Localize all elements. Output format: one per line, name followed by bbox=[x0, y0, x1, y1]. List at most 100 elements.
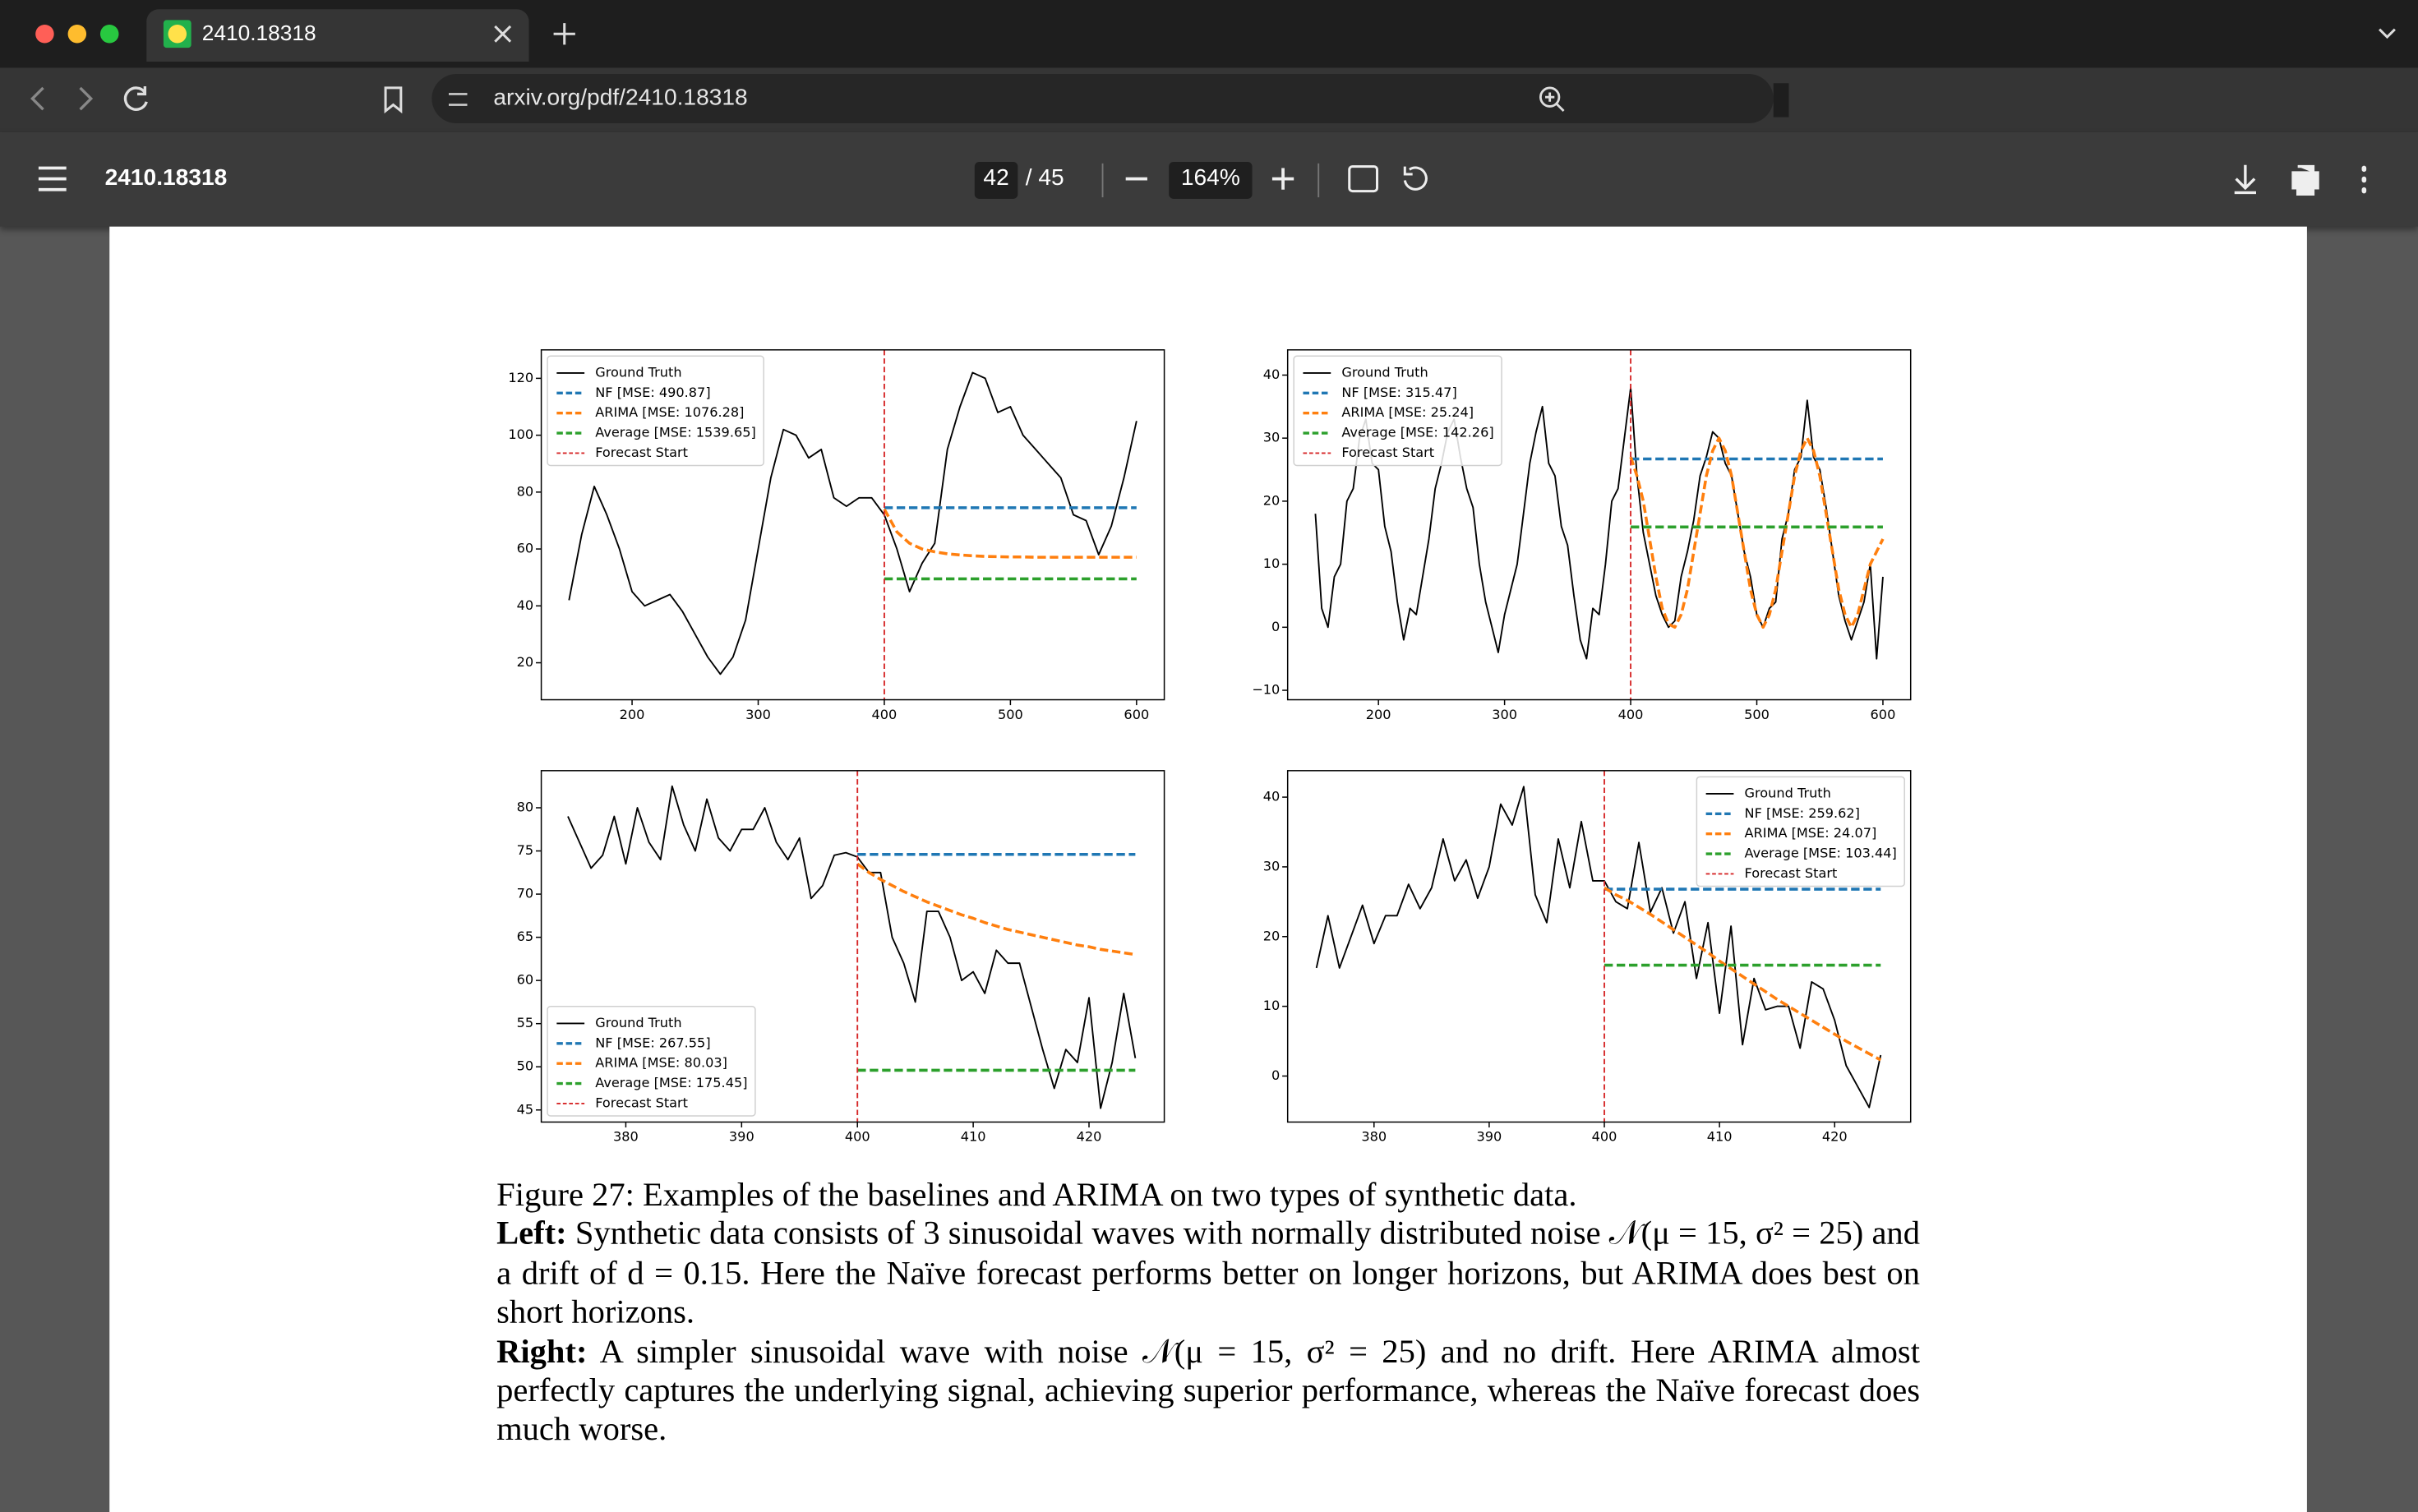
back-button[interactable] bbox=[30, 86, 44, 111]
caption-left: Left: Synthetic data consists of 3 sinus… bbox=[496, 1215, 1920, 1333]
minimize-window[interactable] bbox=[67, 25, 87, 44]
y-tick-label: 60 bbox=[517, 541, 534, 556]
x-tick-label: 500 bbox=[1744, 707, 1770, 722]
legend-box bbox=[547, 1006, 756, 1117]
x-tick-label: 380 bbox=[613, 1129, 639, 1145]
legend-label: Average [MSE: 1539.65] bbox=[595, 425, 756, 440]
legend: Ground Truth NF [MSE: 267.55] ARIMA [MSE: … bbox=[547, 1006, 756, 1117]
legend-label: Ground Truth bbox=[595, 364, 681, 380]
x-tick-label: 300 bbox=[745, 707, 771, 722]
address-icons bbox=[30, 74, 1789, 124]
legend-label: ARIMA [MSE: 80.03] bbox=[595, 1055, 727, 1071]
legend-label: ARIMA [MSE: 25.24] bbox=[1341, 404, 1474, 420]
chart: 380 390 400 410 420 0 10 20 30 40 Ground Truth NF [… bbox=[1263, 770, 1912, 1145]
caption-left-label: Left: bbox=[496, 1215, 567, 1252]
address-bar: arxiv.org/pdf/2410.18318 bbox=[0, 67, 2418, 133]
y-tick-label: 20 bbox=[1263, 492, 1281, 508]
y-tick-label: 20 bbox=[517, 654, 534, 670]
page-number[interactable]: 42 bbox=[983, 164, 1009, 191]
series-line bbox=[567, 785, 1137, 1109]
tab-bar-icons bbox=[35, 9, 2396, 62]
series-line bbox=[1629, 436, 1885, 629]
x-tick-label: 400 bbox=[1618, 707, 1644, 722]
y-tick-label: 0 bbox=[1271, 1067, 1280, 1083]
caption: Figure 27: Examples of the baselines and… bbox=[496, 1176, 1920, 1450]
url-text[interactable]: arxiv.org/pdf/2410.18318 bbox=[493, 85, 748, 112]
zoom-window[interactable] bbox=[99, 25, 119, 44]
pdf-page bbox=[109, 226, 2307, 1512]
fit-page[interactable] bbox=[1348, 165, 1379, 193]
x-tick-label: 410 bbox=[1707, 1129, 1733, 1145]
reload-button[interactable] bbox=[123, 86, 148, 111]
y-tick-label: 75 bbox=[517, 842, 534, 858]
y-tick-label: 30 bbox=[1263, 858, 1281, 874]
pdf-toolbar: 2410.18318 42 / 45 164% bbox=[0, 132, 2418, 227]
url-field[interactable] bbox=[431, 74, 1774, 124]
legend-label: Ground Truth bbox=[595, 1015, 681, 1030]
x-tick-label: 390 bbox=[1477, 1129, 1502, 1145]
y-tick-label: 0 bbox=[1271, 619, 1280, 634]
legend-label: Ground Truth bbox=[1745, 785, 1831, 800]
chart: 380 390 400 410 420 45 50 55 60 65 70 75 80 Ground Tr… bbox=[517, 770, 1165, 1145]
legend-label: Average [MSE: 175.45] bbox=[595, 1075, 747, 1090]
chart: 200 300 400 500 600 20 40 60 80 100 120 Ground Trut… bbox=[508, 349, 1165, 722]
plot-frame bbox=[540, 770, 1165, 1123]
new-tab[interactable] bbox=[553, 23, 575, 45]
zoom-in[interactable] bbox=[1271, 168, 1294, 190]
y-tick-label: 80 bbox=[517, 800, 534, 815]
x-tick-label: 200 bbox=[620, 707, 645, 722]
download[interactable] bbox=[2234, 164, 2256, 195]
caption-right-label: Right: bbox=[496, 1332, 588, 1370]
plot-frame bbox=[1286, 770, 1912, 1123]
legend-label: NF [MSE: 259.62] bbox=[1745, 805, 1860, 821]
caption-left-text: Synthetic data consists of 3 sinusoidal … bbox=[496, 1215, 1920, 1331]
page-input[interactable] bbox=[974, 161, 1018, 199]
y-tick-label: −10 bbox=[1252, 682, 1280, 698]
y-tick-label: 20 bbox=[1263, 928, 1281, 943]
close-window[interactable] bbox=[35, 25, 54, 44]
print[interactable] bbox=[2291, 164, 2319, 196]
forward-button[interactable] bbox=[79, 86, 94, 111]
y-tick-label: 120 bbox=[508, 370, 533, 385]
active-tab[interactable] bbox=[146, 9, 529, 62]
rotate[interactable] bbox=[1403, 166, 1428, 191]
legend-box bbox=[1293, 355, 1502, 467]
series-line bbox=[883, 508, 1137, 559]
chart: 200 300 400 500 600 −10 0 10 20 30 40 Ground Truth N… bbox=[1252, 349, 1912, 722]
close-tab[interactable] bbox=[494, 25, 512, 43]
legend-label: Forecast Start bbox=[595, 445, 688, 460]
legend: Ground Truth NF [MSE: 315.47] ARIMA [MSE: … bbox=[1293, 355, 1502, 467]
site-settings[interactable] bbox=[448, 93, 468, 106]
plot-frame bbox=[1286, 349, 1912, 701]
x-tick-label: 600 bbox=[1124, 707, 1149, 722]
series-line bbox=[856, 862, 1136, 957]
caption-right-text: A simpler sinusoidal wave with noise 𝒩(μ… bbox=[496, 1332, 1920, 1449]
y-tick-label: 45 bbox=[517, 1101, 534, 1117]
legend-label: Forecast Start bbox=[1341, 445, 1434, 460]
y-tick-label: 70 bbox=[517, 886, 534, 901]
zoom-input[interactable] bbox=[1169, 161, 1253, 199]
zoom-indicator[interactable] bbox=[1539, 86, 1561, 108]
pdf-toolbar-icons bbox=[38, 161, 2367, 199]
x-tick-label: 200 bbox=[1366, 707, 1391, 722]
tab-search[interactable] bbox=[2379, 28, 2396, 39]
x-tick-label: 300 bbox=[1492, 707, 1517, 722]
x-tick-label: 410 bbox=[961, 1129, 986, 1145]
legend-label: NF [MSE: 315.47] bbox=[1341, 385, 1456, 400]
y-tick-label: 40 bbox=[517, 597, 534, 613]
caption-title: Figure 27: Examples of the baselines and… bbox=[496, 1176, 1577, 1214]
x-tick-label: 500 bbox=[998, 707, 1023, 722]
favicon-face bbox=[168, 25, 187, 44]
y-tick-label: 30 bbox=[1263, 430, 1281, 445]
legend-label: ARIMA [MSE: 1076.28] bbox=[595, 404, 744, 420]
x-tick-label: 400 bbox=[845, 1129, 870, 1145]
zoom-level[interactable]: 164% bbox=[1180, 164, 1240, 191]
menu-button[interactable] bbox=[38, 166, 67, 191]
url-field-edge bbox=[1773, 83, 1789, 118]
y-tick-label: 50 bbox=[517, 1058, 534, 1074]
y-tick-label: 55 bbox=[517, 1015, 534, 1030]
y-tick-label: 80 bbox=[517, 483, 534, 499]
plot-frame bbox=[540, 349, 1165, 701]
bookmark-button[interactable] bbox=[384, 86, 403, 114]
